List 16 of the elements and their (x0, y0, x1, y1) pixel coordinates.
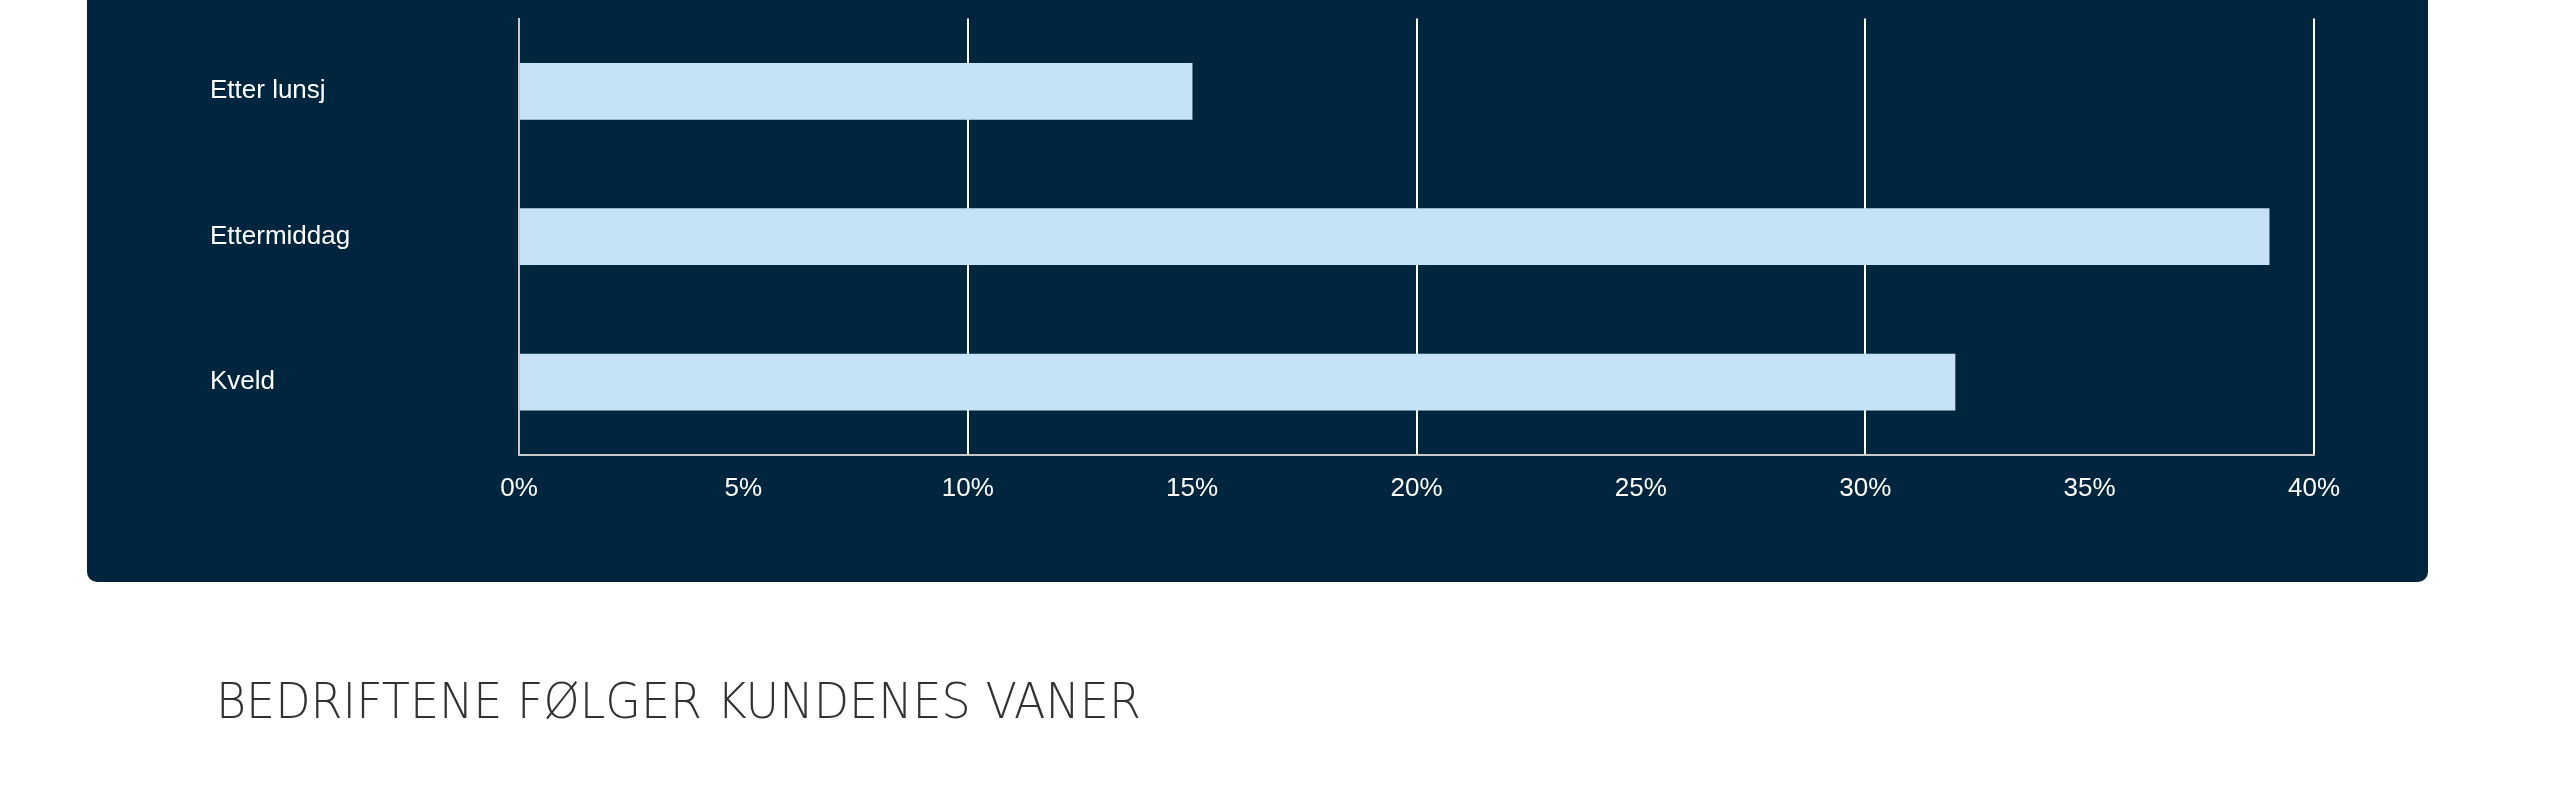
y-tick-label: Kveld (210, 365, 276, 396)
x-tick-label: 40% (2287, 471, 2341, 502)
bar (519, 62, 1193, 120)
x-tick-label: 0% (500, 471, 538, 502)
x-tick-label: 25% (1614, 471, 1667, 502)
x-tick-label: 5% (724, 471, 763, 502)
x-tick-label: 10% (941, 471, 994, 502)
y-tick-label: Etter lunsj (210, 74, 326, 105)
bar (519, 353, 1956, 411)
y-tick-label: Ettermiddag (210, 219, 351, 250)
x-tick-label: 20% (1390, 471, 1443, 502)
text: BEDRIFTENE FØLGER KUNDENES VANER (216, 672, 1141, 730)
bar (519, 208, 2270, 266)
x-tick-label: 15% (1166, 471, 1219, 502)
x-tick-label: 35% (2063, 471, 2116, 502)
x-tick-label: 30% (1839, 471, 1892, 502)
